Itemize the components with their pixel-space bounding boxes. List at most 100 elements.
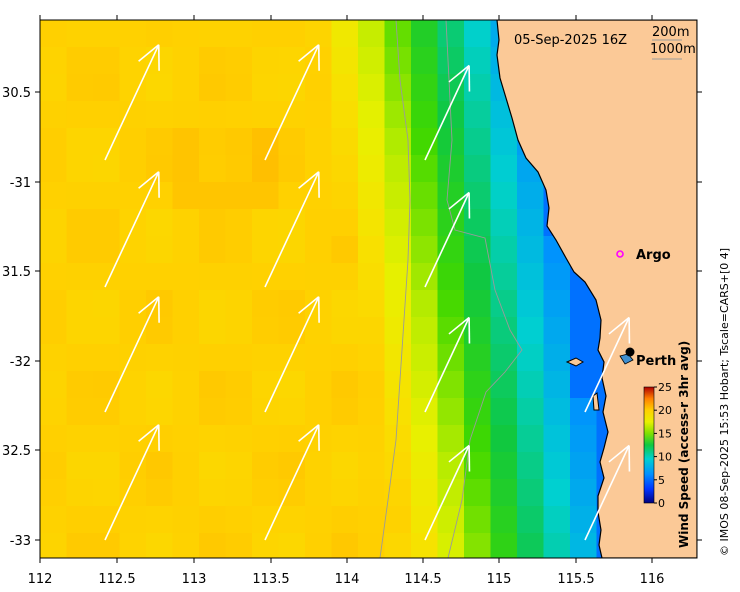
- wind-cell: [199, 101, 227, 129]
- perth-marker: [625, 347, 635, 357]
- wind-cell: [172, 398, 200, 426]
- wind-cell: [252, 47, 280, 75]
- wind-cell: [40, 128, 68, 156]
- wind-cell: [384, 155, 412, 183]
- wind-cell: [464, 74, 492, 102]
- wind-cell: [517, 263, 545, 291]
- wind-cell: [437, 155, 465, 183]
- wind-cell: [464, 47, 492, 75]
- wind-cell: [252, 182, 280, 210]
- wind-cell: [411, 236, 439, 264]
- wind-cell: [411, 74, 439, 102]
- wind-cell: [225, 317, 253, 345]
- lat-tick-label: 31.5: [2, 265, 31, 280]
- wind-cell: [358, 425, 386, 453]
- wind-cell: [93, 317, 121, 345]
- wind-cell: [490, 155, 518, 183]
- wind-cell: [66, 479, 94, 507]
- wind-cell: [40, 101, 68, 129]
- wind-cell: [278, 74, 306, 102]
- wind-cell: [543, 398, 571, 426]
- wind-cell: [225, 47, 253, 75]
- wind-cell: [490, 371, 518, 399]
- wind-cell: [146, 506, 174, 534]
- wind-cell: [278, 209, 306, 237]
- wind-vectors: [104, 44, 631, 541]
- wind-cell: [331, 47, 359, 75]
- wind-cell: [331, 182, 359, 210]
- wind-cell: [384, 209, 412, 237]
- wind-cell: [172, 209, 200, 237]
- wind-cell: [146, 533, 174, 558]
- wind-cell: [66, 317, 94, 345]
- wind-cell: [570, 506, 598, 534]
- wind-arrow: [104, 296, 160, 413]
- wind-cell: [358, 317, 386, 345]
- wind-cell: [437, 398, 465, 426]
- wind-cell: [40, 479, 68, 507]
- wind-cell: [252, 290, 280, 318]
- lat-tick-label: -31: [10, 176, 31, 191]
- wind-cell: [146, 452, 174, 480]
- wind-cell: [331, 344, 359, 372]
- wind-cell: [358, 506, 386, 534]
- wind-cell: [464, 506, 492, 534]
- wind-cell: [464, 155, 492, 183]
- wind-cell: [437, 506, 465, 534]
- colorbar-tick-label: 5: [658, 474, 665, 487]
- wind-cell: [66, 209, 94, 237]
- wind-cell: [490, 479, 518, 507]
- wind-cell: [172, 263, 200, 291]
- wind-cell: [464, 101, 492, 129]
- wind-cell: [199, 74, 227, 102]
- wind-cell: [490, 263, 518, 291]
- wind-cell: [305, 533, 333, 558]
- wind-cell: [66, 425, 94, 453]
- wind-cell: [93, 236, 121, 264]
- wind-cell: [119, 209, 147, 237]
- island-garden: [592, 392, 600, 411]
- wind-cell: [199, 398, 227, 426]
- wind-cell: [40, 506, 68, 534]
- wind-cell: [490, 506, 518, 534]
- wind-cell: [66, 506, 94, 534]
- wind-cell: [358, 47, 386, 75]
- wind-cell: [199, 371, 227, 399]
- wind-cell: [119, 263, 147, 291]
- wind-cell: [411, 290, 439, 318]
- wind-cell: [252, 425, 280, 453]
- wind-cell: [358, 533, 386, 558]
- wind-cell: [490, 317, 518, 345]
- wind-cell: [252, 236, 280, 264]
- wind-cell: [252, 317, 280, 345]
- wind-cell: [146, 479, 174, 507]
- wind-cell: [199, 317, 227, 345]
- wind-arrow: [424, 191, 471, 288]
- wind-cell: [384, 236, 412, 264]
- wind-cell: [358, 344, 386, 372]
- wind-cell: [384, 425, 412, 453]
- wind-cell: [490, 533, 518, 558]
- wind-cell: [66, 398, 94, 426]
- wind-cell: [331, 128, 359, 156]
- wind-cell: [517, 236, 545, 264]
- wind-cell: [331, 209, 359, 237]
- wind-cell: [490, 128, 518, 156]
- wind-cell: [543, 344, 571, 372]
- lon-tick-label: 113.5: [252, 572, 289, 587]
- wind-cell: [305, 398, 333, 426]
- wind-cell: [93, 506, 121, 534]
- lon-tick-label: 112.5: [98, 572, 135, 587]
- wind-cell: [172, 155, 200, 183]
- wind-cell: [517, 371, 545, 399]
- lat-tick-label: 32.5: [2, 444, 31, 459]
- wind-cell: [252, 101, 280, 129]
- wind-cell: [146, 344, 174, 372]
- wind-cell: [464, 371, 492, 399]
- wind-cell: [543, 452, 571, 480]
- wind-cell: [252, 209, 280, 237]
- wind-cell: [66, 371, 94, 399]
- wind-cell: [384, 317, 412, 345]
- wind-cell: [225, 290, 253, 318]
- wind-cell: [331, 290, 359, 318]
